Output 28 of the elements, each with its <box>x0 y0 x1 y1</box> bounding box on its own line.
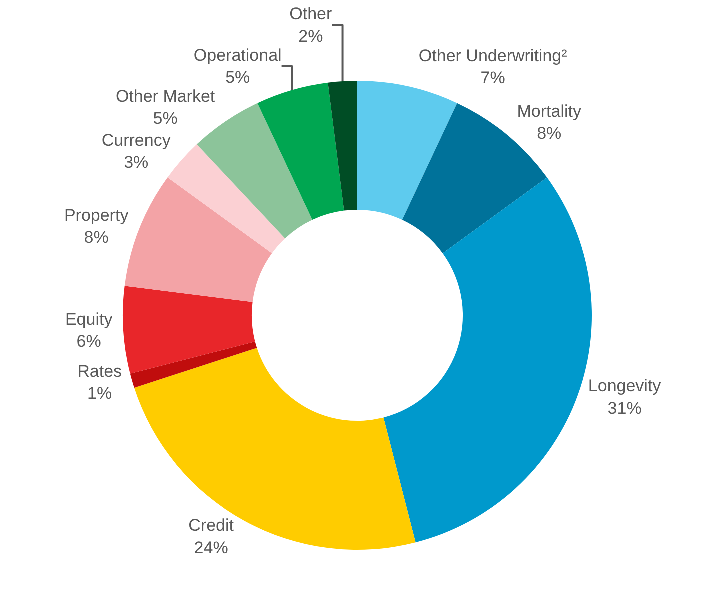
data-label: 3% <box>124 152 149 172</box>
slice-label: Other Market <box>116 86 216 106</box>
data-label: 8% <box>537 124 562 144</box>
data-label: 1% <box>88 384 112 404</box>
donut-slice <box>130 342 258 388</box>
data-label: 8% <box>84 228 109 247</box>
slice-label: Mortality <box>517 102 582 122</box>
slice-label: Rates <box>78 362 122 381</box>
donut-slice <box>196 103 313 239</box>
slice-label: Longevity <box>588 376 662 396</box>
data-label: 7% <box>480 68 506 88</box>
donut-slice <box>258 82 344 220</box>
data-label: 6% <box>76 332 102 351</box>
slice-label: Currency <box>102 130 172 150</box>
data-label: 5% <box>153 109 178 128</box>
data-label: 5% <box>226 68 250 87</box>
data-label: 2% <box>298 26 324 46</box>
slice-label: Operational <box>194 46 282 65</box>
slice-label: Credit <box>188 516 234 536</box>
slice-label: Property <box>64 206 130 225</box>
donut-slice <box>123 286 256 374</box>
data-label: 31% <box>608 398 642 418</box>
slice-label: Other Underwriting² <box>418 46 568 66</box>
slice-label: Equity <box>65 310 114 329</box>
donut-slice <box>328 81 358 211</box>
data-label: 24% <box>194 538 228 558</box>
donut-slice <box>358 81 458 220</box>
slice-label: Other <box>290 4 332 24</box>
